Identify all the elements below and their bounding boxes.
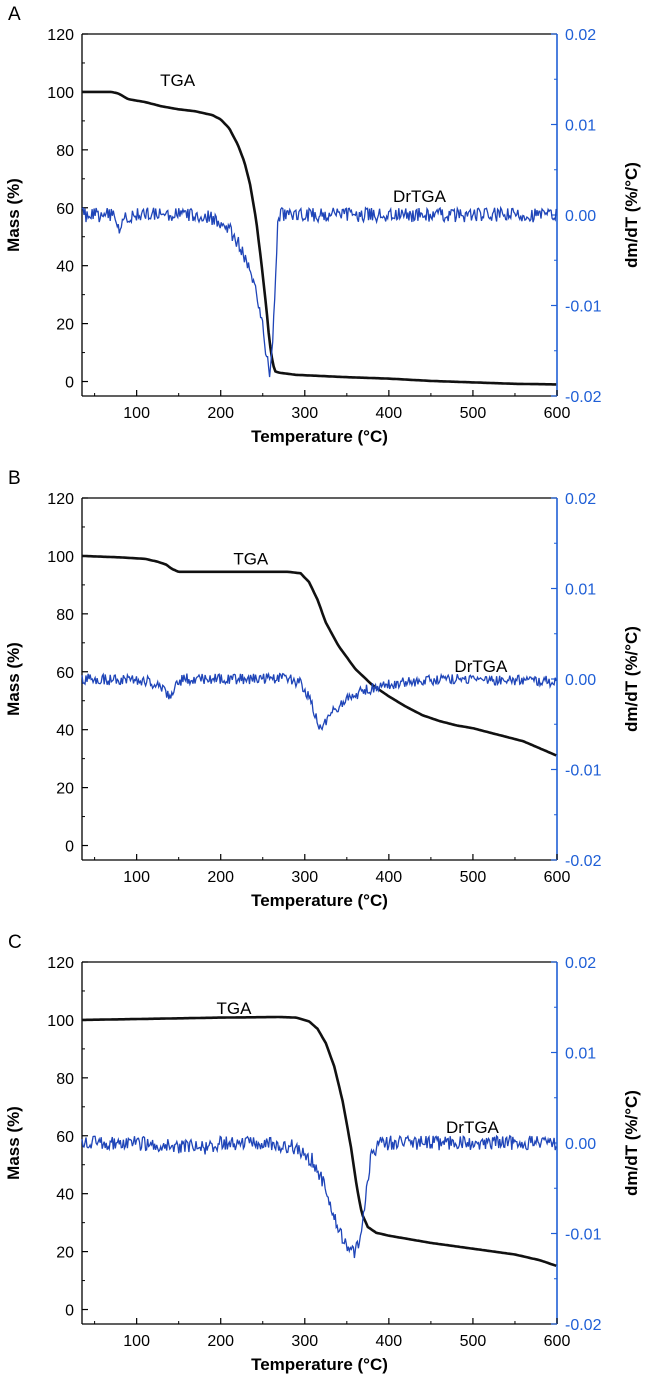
tga-series-line — [82, 1015, 557, 1268]
drtga-annotation: DrTGA — [446, 1118, 500, 1137]
y-tick-label: 0 — [65, 375, 74, 392]
y2-tick-label: 0.02 — [565, 491, 596, 508]
drtga-annotation: DrTGA — [454, 657, 508, 676]
y2-tick-label: -0.01 — [565, 1227, 602, 1244]
y-tick-label: 120 — [47, 27, 74, 44]
y-tick-label: 100 — [47, 549, 74, 566]
y-tick-label: 80 — [56, 143, 74, 160]
y-tick-label: 100 — [47, 85, 74, 102]
tga-annotation: TGA — [233, 550, 269, 569]
y2-tick-label: -0.02 — [565, 1317, 602, 1334]
chart-panel-a: A 100 200 300 400 500 600 0 20 40 60 80 100 120 -0.02 -… — [4, 4, 641, 446]
y2-tick-label: 0.02 — [565, 955, 596, 972]
drtga-series-line — [81, 1134, 557, 1259]
y-axis-label: Mass (%) — [4, 178, 23, 252]
x-tick-label: 400 — [376, 1333, 403, 1350]
y-tick-label: 60 — [56, 201, 74, 218]
x-tick-label: 100 — [123, 1333, 150, 1350]
chart-panel-c: C 100 200 300 400 500 600 0 20 40 60 80 100 120 -0.02 -… — [4, 932, 641, 1374]
x-tick-label: 100 — [123, 869, 150, 886]
drtga-series-line — [81, 671, 557, 731]
y2-tick-label: 0.00 — [565, 1136, 596, 1153]
chart-panel-b: B 100 200 300 400 500 600 0 20 40 60 80 100 120 -0.02 -… — [4, 468, 641, 910]
y2-tick-label: 0.02 — [565, 27, 596, 44]
x-tick-label: 500 — [460, 1333, 487, 1350]
tga-series-line — [82, 90, 557, 386]
x-axis-label: Temperature (°C) — [251, 1355, 388, 1374]
y2-tick-label: 0.00 — [565, 672, 596, 689]
x-tick-label: 200 — [207, 405, 234, 422]
y-tick-label: 120 — [47, 491, 74, 508]
x-tick-label: 100 — [123, 405, 150, 422]
tga-annotation: TGA — [217, 999, 253, 1018]
y-tick-label: 80 — [56, 607, 74, 624]
y-tick-label: 40 — [56, 1187, 74, 1204]
y-tick-label: 100 — [47, 1013, 74, 1030]
drtga-annotation: DrTGA — [393, 187, 447, 206]
y2-tick-label: -0.02 — [565, 853, 602, 870]
panel-label: A — [8, 4, 21, 25]
x-axis-label: Temperature (°C) — [251, 891, 388, 910]
panel-label: C — [8, 932, 22, 953]
y-tick-label: 60 — [56, 665, 74, 682]
y2-tick-label: 0.01 — [565, 1046, 596, 1063]
y-axis-label: Mass (%) — [4, 1106, 23, 1180]
panel-label: B — [8, 468, 21, 489]
y2-tick-label: 0.00 — [565, 208, 596, 225]
y2-tick-label: -0.02 — [565, 389, 602, 406]
y-tick-label: 0 — [65, 839, 74, 856]
x-tick-label: 600 — [544, 869, 571, 886]
y2-tick-label: -0.01 — [565, 299, 602, 316]
x-axis-label: Temperature (°C) — [251, 427, 388, 446]
y-tick-label: 40 — [56, 723, 74, 740]
x-tick-label: 300 — [291, 869, 318, 886]
x-tick-label: 300 — [291, 1333, 318, 1350]
y2-tick-label: -0.01 — [565, 763, 602, 780]
x-tick-label: 400 — [376, 869, 403, 886]
x-tick-label: 600 — [544, 1333, 571, 1350]
y-tick-label: 80 — [56, 1071, 74, 1088]
y-tick-label: 60 — [56, 1129, 74, 1146]
y-tick-label: 120 — [47, 955, 74, 972]
y2-axis-label: dm/dT (%/°C) — [622, 1090, 641, 1196]
x-tick-label: 500 — [460, 869, 487, 886]
drtga-series-line — [81, 205, 557, 378]
y-tick-label: 20 — [56, 317, 74, 334]
tga-series-line — [81, 554, 557, 757]
x-tick-label: 400 — [376, 405, 403, 422]
y2-tick-label: 0.01 — [565, 582, 596, 599]
x-tick-label: 600 — [544, 405, 571, 422]
tga-annotation: TGA — [160, 71, 196, 90]
y-tick-label: 40 — [56, 259, 74, 276]
y-tick-label: 20 — [56, 1245, 74, 1262]
y2-axis-label: dm/dT (%/°C) — [622, 162, 641, 268]
y-tick-label: 0 — [65, 1303, 74, 1320]
x-tick-label: 500 — [460, 405, 487, 422]
x-tick-label: 200 — [207, 1333, 234, 1350]
x-tick-label: 300 — [291, 405, 318, 422]
y-tick-label: 20 — [56, 781, 74, 798]
y2-tick-label: 0.01 — [565, 118, 596, 135]
y2-axis-label: dm/dT (%/°C) — [622, 626, 641, 732]
y-axis-label: Mass (%) — [4, 642, 23, 716]
x-tick-label: 200 — [207, 869, 234, 886]
